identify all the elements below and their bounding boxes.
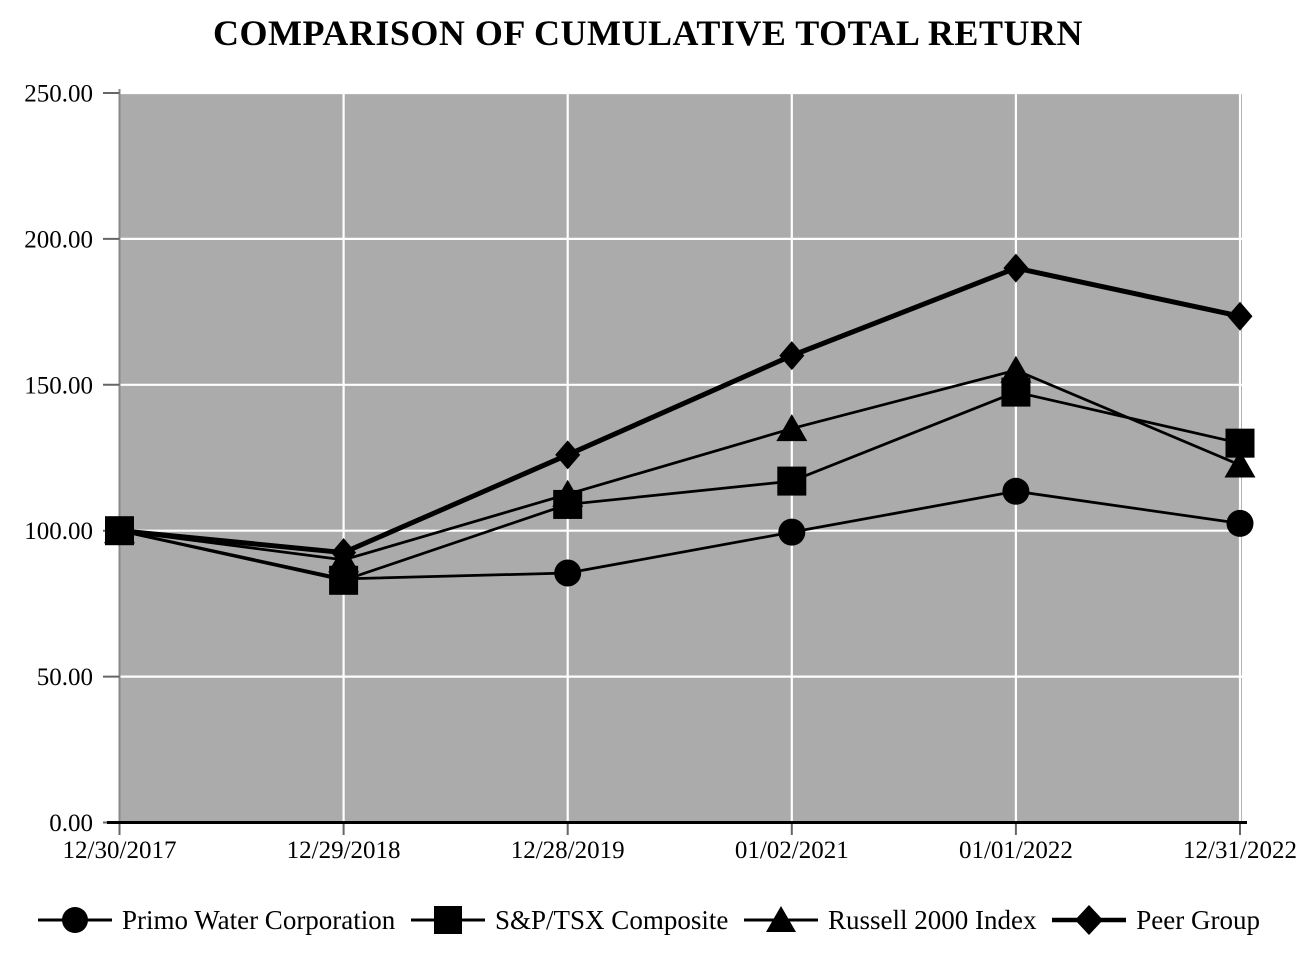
diamond-marker: [331, 538, 357, 568]
y-tick-label: 250.00: [24, 81, 93, 108]
triangle-icon: [744, 906, 819, 932]
series-line-square: [119, 390, 1241, 582]
diamond-marker: [555, 440, 581, 470]
circle-marker: [554, 559, 582, 587]
triangle-marker: [1224, 450, 1256, 478]
legend: Primo Water Corporation S&P/TSX Composite…: [38, 897, 1260, 943]
legend-item-s-p-tsx-composite: S&P/TSX Composite: [411, 900, 728, 940]
diamond-marker: [1227, 301, 1253, 331]
x-tick-label: 12/31/2022: [1183, 837, 1297, 864]
y-tick-label: 150.00: [24, 372, 93, 399]
plot-background: [119, 93, 1242, 823]
x-tick-label: 12/30/2017: [63, 837, 177, 864]
square-marker: [553, 489, 583, 519]
triangle-marker: [1000, 355, 1032, 383]
x-tick-label: 12/28/2019: [511, 837, 625, 864]
square-marker: [1225, 428, 1255, 458]
square-marker: [1001, 377, 1031, 407]
circle-marker: [1226, 509, 1254, 537]
x-tick-label: 01/01/2022: [959, 837, 1073, 864]
x-tick-label: 12/29/2018: [287, 837, 401, 864]
legend-item-primo-water-corporation: Primo Water Corporation: [38, 900, 395, 940]
circle-marker: [778, 518, 806, 546]
plot-area: 0.00 50.00 100.00 150.00 200.00 250.00 12/30/2…: [24, 81, 1297, 865]
circle-icon: [38, 907, 112, 933]
legend-item-russell-2000-index: Russell 2000 Index: [744, 900, 1037, 940]
y-tick-label: 50.00: [37, 664, 93, 691]
series-line-diamond: [119, 265, 1241, 556]
legend-label: Primo Water Corporation: [122, 904, 396, 935]
y-tick-label: 200.00: [24, 226, 93, 253]
diamond-marker: [107, 516, 132, 546]
y-tick-label: 0.00: [49, 810, 93, 837]
x-tick-label: 01/02/2021: [735, 837, 849, 864]
triangle-marker: [776, 414, 808, 442]
series-line-triangle: [119, 368, 1241, 562]
diamond-marker: [1003, 253, 1029, 283]
square-marker: [329, 565, 359, 595]
legend-label: Peer Group: [1136, 904, 1260, 935]
circle-marker: [1002, 477, 1030, 505]
y-tick-label: 100.00: [24, 518, 93, 545]
diamond-icon: [1052, 905, 1127, 935]
square-icon: [411, 906, 486, 934]
legend-label: Russell 2000 Index: [828, 904, 1037, 935]
diamond-marker: [779, 341, 805, 371]
legend-label: S&P/TSX Composite: [495, 904, 729, 935]
square-marker: [777, 466, 807, 496]
legend-item-peer-group: Peer Group: [1052, 900, 1260, 940]
chart-title: COMPARISON OF CUMULATIVE TOTAL RETURN: [213, 13, 1083, 53]
